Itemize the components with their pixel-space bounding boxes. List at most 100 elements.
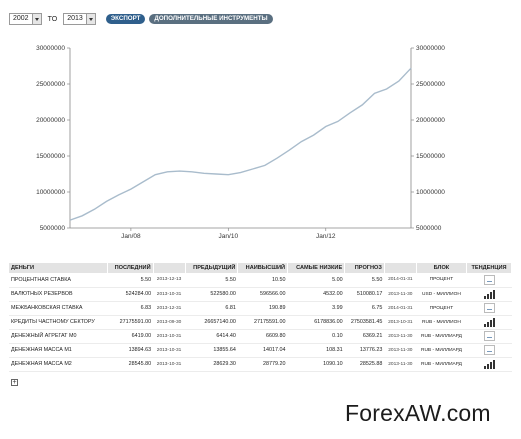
trend-cell[interactable]	[466, 315, 512, 330]
highest-value: 28779.20	[237, 357, 288, 372]
unit-label: ПРОЦЕНТ	[416, 273, 467, 288]
y-tick-label-right: 25000000	[416, 81, 445, 88]
to-year-select[interactable]: 2013	[63, 13, 96, 25]
indicator-name[interactable]: ПРОЦЕНТНАЯ СТАВКА	[9, 273, 108, 288]
y-tick-label-left: 5000000	[40, 225, 66, 232]
y-tick-label-right: 20000000	[416, 117, 445, 124]
trend-chart-icon[interactable]	[483, 331, 495, 341]
last-value: 6.83	[107, 301, 154, 316]
previous-value: 6414.40	[185, 329, 238, 344]
column-header[interactable]: ТЕНДЕНЦИЯ	[466, 263, 512, 273]
table-row[interactable]: ДЕНЕЖНАЯ МАССА М2 28545.80 2013-10-31 28629…	[9, 357, 512, 372]
column-header[interactable]	[153, 263, 186, 273]
indicator-name[interactable]: ВАЛЮТНЫХ РЕЗЕРВОВ	[9, 287, 108, 302]
column-header[interactable]	[384, 263, 417, 273]
from-year-select[interactable]: 2002	[9, 13, 42, 25]
indicators-table: ДЕНЬГИ ПОСЛЕДНИЙ ПРЕДЫДУЩИЙ НАИВЫСШИЙ САМЫЕ …	[9, 263, 512, 372]
trend-cell[interactable]	[466, 329, 512, 344]
trend-cell[interactable]	[466, 287, 512, 302]
indicator-name[interactable]: ДЕНЕЖНАЯ МАССА М2	[9, 357, 108, 372]
table-header-row: ДЕНЬГИ ПОСЛЕДНИЙ ПРЕДЫДУЩИЙ НАИВЫСШИЙ САМЫЕ …	[9, 263, 512, 273]
column-header[interactable]: БЛОК	[416, 263, 468, 273]
indicator-name[interactable]: ДЕНЕЖНАЯ МАССА М1	[9, 343, 108, 358]
y-tick-label-right: 15000000	[416, 153, 445, 160]
y-tick-label-left: 15000000	[36, 153, 65, 160]
column-header[interactable]: ПОСЛЕДНИЙ	[107, 263, 154, 273]
column-header[interactable]: НАИВЫСШИЙ	[237, 263, 288, 273]
forecast-value: 27503581.45	[344, 315, 385, 330]
unit-label: RUB - МИЛЛИАРД	[416, 357, 467, 372]
x-tick-label: Jan/10	[219, 233, 239, 238]
lowest-value: 3.99	[287, 301, 345, 316]
trend-cell[interactable]	[466, 357, 512, 372]
toolbar: 2002 TO 2013 ЭКСПОРТ ДОПОЛНИТЕЛЬНЫЕ ИНСТ…	[9, 12, 273, 26]
trend-bars-icon[interactable]	[483, 317, 495, 327]
trend-chart-icon[interactable]	[483, 274, 495, 285]
trend-cell[interactable]	[466, 273, 512, 288]
lowest-value: 6178836.00	[287, 315, 345, 330]
y-tick-label-left: 25000000	[36, 81, 65, 88]
trend-bars-icon[interactable]	[483, 359, 495, 369]
chevron-down-icon[interactable]	[31, 14, 41, 24]
forecast-value: 6369.21	[344, 329, 385, 344]
expand-icon[interactable]: +	[11, 379, 18, 386]
table-row[interactable]: ПРОЦЕНТНАЯ СТАВКА 5.50 2013-12-13 5.50 10.50…	[9, 273, 512, 288]
lowest-value: 1090.10	[287, 357, 345, 372]
trend-cell[interactable]	[466, 343, 512, 358]
x-tick-label: Jan/12	[316, 233, 336, 238]
last-value: 5.50	[107, 273, 154, 288]
trend-chart-icon[interactable]	[483, 303, 495, 313]
export-button[interactable]: ЭКСПОРТ	[105, 14, 146, 24]
last-date: 2013-10-31	[153, 343, 186, 358]
lowest-value: 5.00	[287, 273, 345, 288]
chevron-down-icon[interactable]	[85, 14, 95, 24]
previous-value: 6.81	[185, 301, 238, 316]
last-date: 2013-09-30	[153, 315, 186, 330]
to-label: TO	[47, 15, 58, 23]
forecast-value: 6.75	[344, 301, 385, 316]
highest-value: 14017.04	[237, 343, 288, 358]
y-tick-label-right: 5000000	[416, 225, 442, 232]
line-chart: 30000000 30000000 25000000 25000000 20000000…	[36, 45, 445, 238]
unit-label: RUB - МИЛЛИОН	[416, 315, 467, 330]
forecast-date: 2013-11-30	[384, 343, 417, 358]
previous-value: 522580.00	[185, 287, 238, 302]
table-row[interactable]: ДЕНЕЖНЫЙ АГРЕГАТ М0 6419.00 2013-10-31 6414…	[9, 329, 512, 344]
y-tick-label-left: 20000000	[36, 117, 65, 124]
last-value: 13894.63	[107, 343, 154, 358]
y-tick-label-left: 10000000	[36, 189, 65, 196]
highest-value: 27175591.00	[237, 315, 288, 330]
watermark: ForexAW.com	[345, 400, 491, 426]
forecast-date: 2013-11-30	[384, 287, 417, 302]
table-row[interactable]: МЕЖБАНКОВСКАЯ СТАВКА 6.83 2013-12-31 6.81 19…	[9, 301, 512, 316]
series-line	[69, 67, 412, 221]
table-row[interactable]: КРЕДИТЫ ЧАСТНОМУ СЕКТОРУ 27175591.00 2013-…	[9, 315, 512, 330]
forecast-date: 2014-01-31	[384, 301, 417, 316]
column-header[interactable]: САМЫЕ НИЗКИЕ	[287, 263, 346, 273]
trend-chart-icon[interactable]	[483, 345, 495, 355]
y-tick-label-left: 30000000	[36, 45, 65, 52]
from-year-value: 2002	[13, 15, 29, 22]
column-header[interactable]: ПРОГНОЗ	[344, 263, 385, 273]
x-tick-label: Jan/08	[121, 233, 141, 238]
forecast-date: 2014-01-31	[384, 273, 417, 288]
indicator-name[interactable]: ДЕНЕЖНЫЙ АГРЕГАТ М0	[9, 329, 108, 344]
trend-bars-icon[interactable]	[483, 289, 495, 299]
table-row[interactable]: ВАЛЮТНЫХ РЕЗЕРВОВ 524284.00 2013-10-31 5225…	[9, 287, 512, 302]
table-row[interactable]: ДЕНЕЖНАЯ МАССА М1 13894.63 2013-10-31 13855…	[9, 343, 512, 358]
indicator-name[interactable]: КРЕДИТЫ ЧАСТНОМУ СЕКТОРУ	[9, 315, 108, 330]
forecast-value: 13776.23	[344, 343, 385, 358]
forecast-date: 2013-10-31	[384, 315, 417, 330]
indicator-name[interactable]: МЕЖБАНКОВСКАЯ СТАВКА	[9, 301, 108, 316]
additional-tools-button[interactable]: ДОПОЛНИТЕЛЬНЫЕ ИНСТРУМЕНТЫ	[149, 14, 273, 24]
column-header[interactable]: ДЕНЬГИ	[9, 263, 108, 273]
previous-value: 28629.30	[185, 357, 238, 372]
previous-value: 5.50	[185, 273, 238, 288]
lowest-value: 0.10	[287, 329, 345, 344]
column-header[interactable]: ПРЕДЫДУЩИЙ	[185, 263, 239, 273]
last-date: 2013-10-31	[153, 357, 186, 372]
forecast-date: 2013-11-30	[384, 329, 417, 344]
unit-label: RUB - МИЛЛИАРД	[416, 329, 467, 344]
trend-cell[interactable]	[466, 301, 512, 316]
unit-label: USD - МИЛЛИОН	[416, 287, 467, 302]
